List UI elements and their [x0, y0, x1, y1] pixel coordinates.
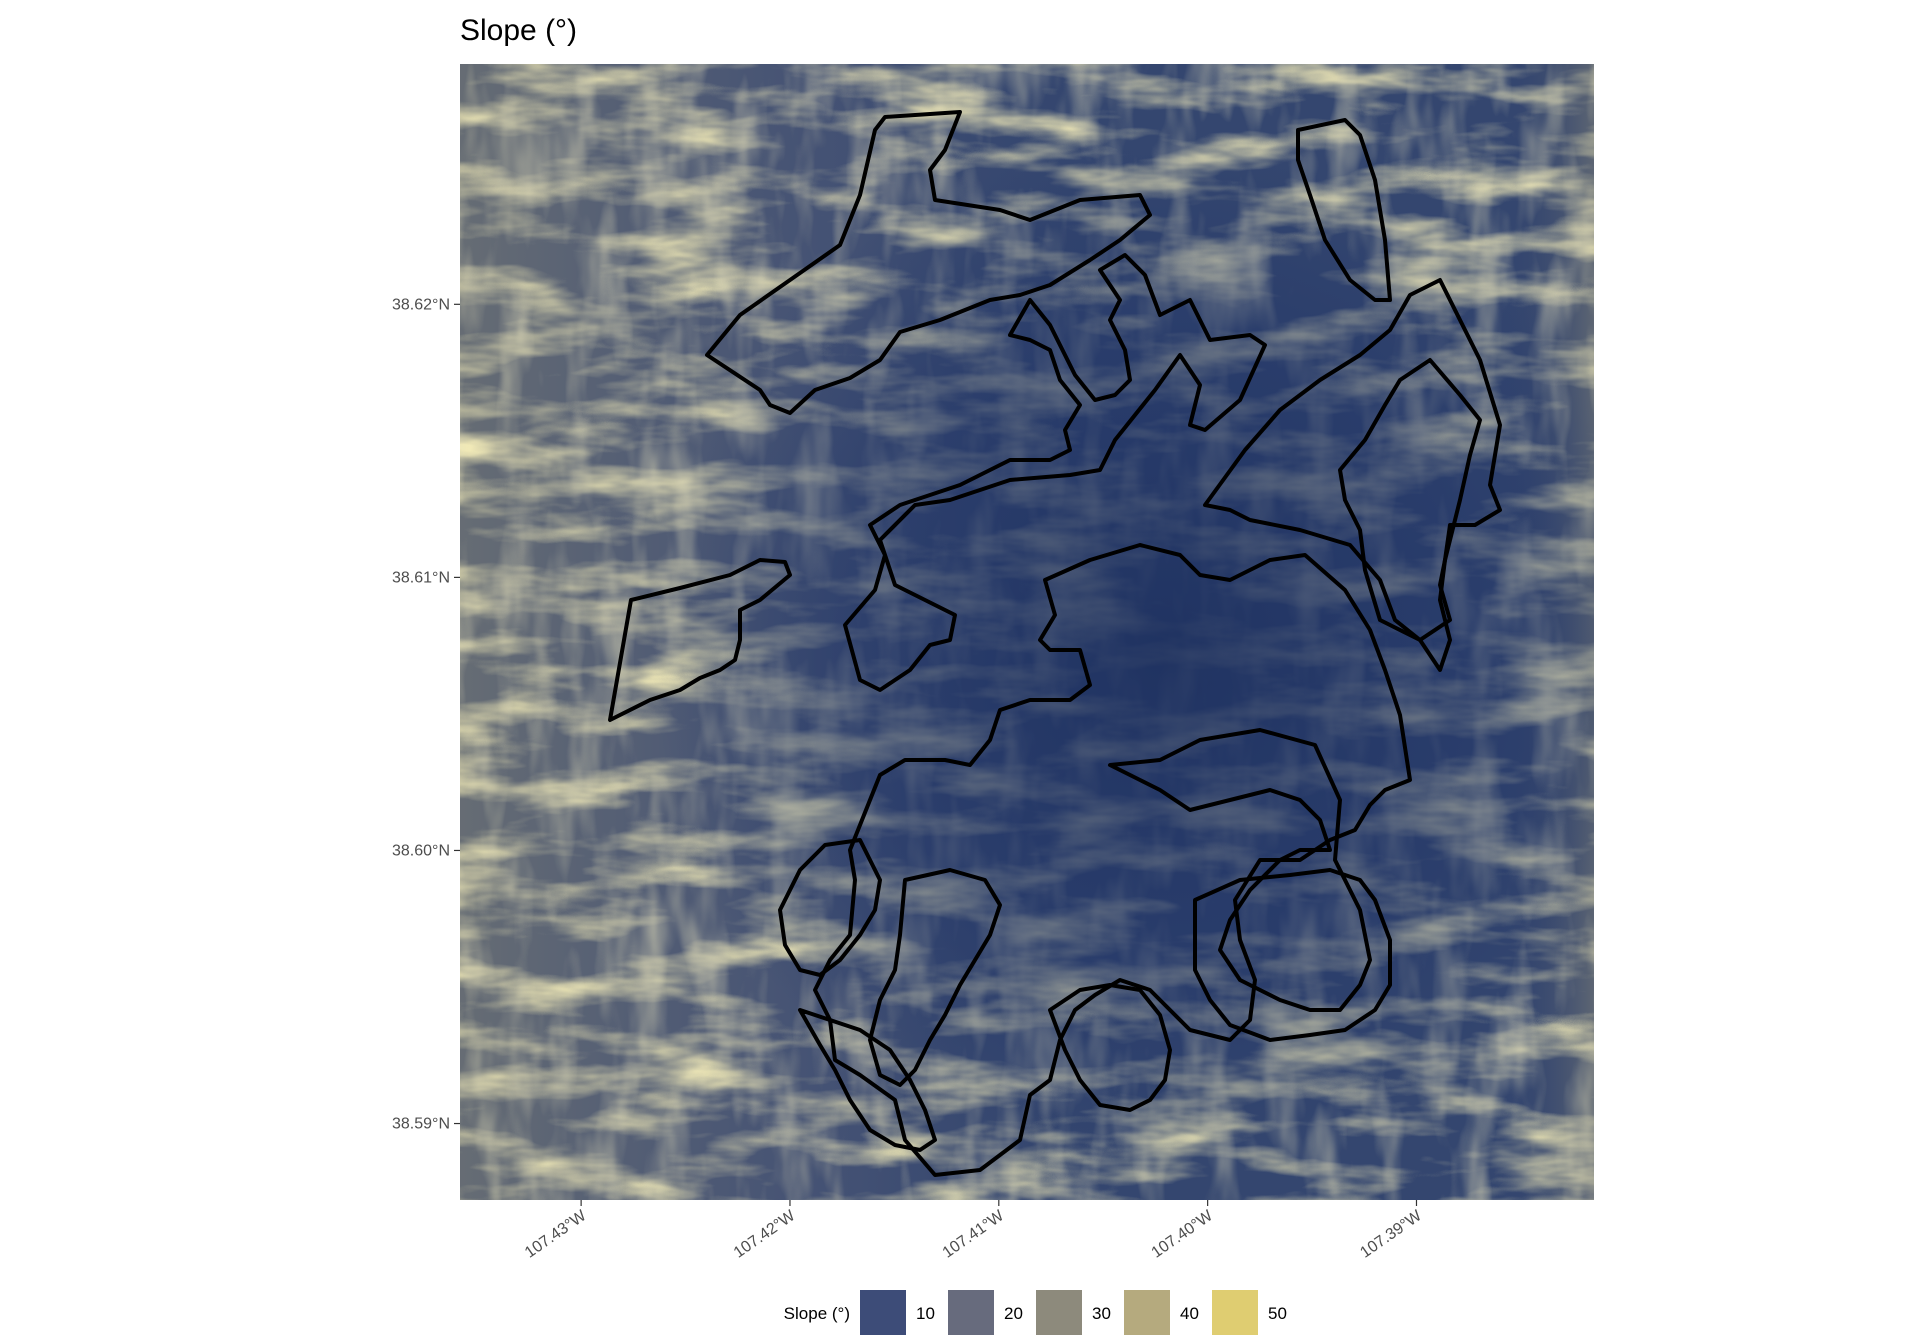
boundary-polygon — [1048, 983, 1172, 1112]
boundary-polygon — [608, 558, 792, 722]
plot-title: Slope (°) — [460, 14, 577, 47]
boundary-polygon — [705, 110, 1152, 415]
boundary-polygon — [798, 1008, 937, 1152]
legend-key-swatch — [948, 1290, 994, 1335]
y-axis: 38.62°N 38.61°N 38.60°N 38.59°N — [392, 296, 460, 1133]
legend-key-swatch — [1212, 1290, 1258, 1335]
slope-raster-panel — [460, 64, 1594, 1200]
boundary-polygon — [1338, 358, 1482, 642]
x-axis: 107.43°W 107.42°W 107.41°W 107.40°W 107.39°W — [522, 1200, 1426, 1262]
legend-key-label: 30 — [1092, 1304, 1111, 1323]
y-tick-label: 38.62°N — [392, 296, 450, 313]
boundary-polygon — [1193, 868, 1392, 1042]
legend-title: Slope (°) — [784, 1304, 850, 1323]
legend-key-swatch — [1124, 1290, 1170, 1335]
legend-key-label: 10 — [916, 1304, 935, 1323]
y-tick-label: 38.60°N — [392, 842, 450, 859]
x-tick-label: 107.43°W — [522, 1207, 590, 1262]
legend-key-swatch — [860, 1290, 906, 1335]
boundary-polygon — [1108, 728, 1372, 1012]
y-tick-label: 38.61°N — [392, 569, 450, 586]
legend-key-label: 40 — [1180, 1304, 1199, 1323]
unit-boundaries — [608, 110, 1502, 1177]
boundary-polygon — [778, 838, 882, 977]
raster-flat-area — [460, 64, 1594, 1200]
x-tick-label: 107.40°W — [1148, 1207, 1216, 1262]
x-tick-label: 107.41°W — [940, 1207, 1008, 1262]
legend-key-label: 50 — [1268, 1304, 1287, 1323]
legend: Slope (°) 10 20 30 40 50 — [784, 1290, 1287, 1335]
boundary-polygon — [1296, 118, 1392, 302]
y-tick-label: 38.59°N — [392, 1116, 450, 1133]
legend-key-label: 20 — [1004, 1304, 1023, 1323]
legend-key-swatch — [1036, 1290, 1082, 1335]
boundary-polygon — [868, 868, 1002, 1087]
boundary-polygon — [1203, 278, 1502, 672]
x-tick-label: 107.39°W — [1357, 1207, 1425, 1262]
boundary-polygon — [843, 253, 1267, 692]
x-tick-label: 107.42°W — [731, 1207, 799, 1262]
